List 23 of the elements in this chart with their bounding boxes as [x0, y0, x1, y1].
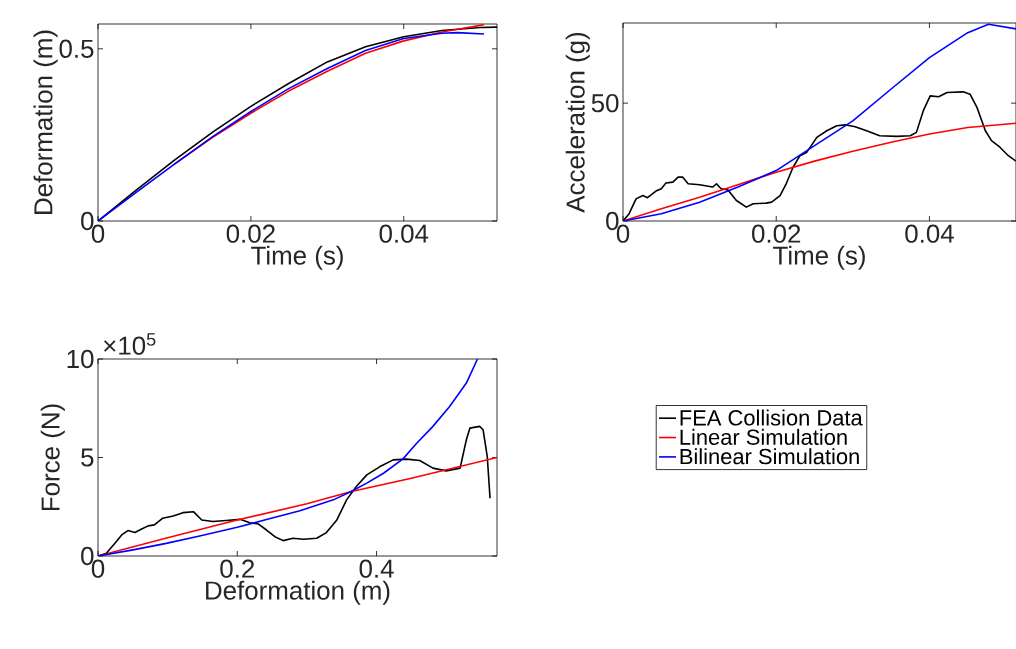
x-axis-title: Time (s) — [773, 245, 865, 270]
x-tick-label: 0.04 — [905, 224, 954, 243]
x-tick-label: 0.04 — [379, 224, 429, 243]
x-tick-label: 0.2 — [220, 559, 254, 578]
y-tick-label: 0.5 — [59, 39, 94, 58]
y-axis-title: Acceleration (g) — [565, 32, 590, 213]
text: ×10$^{5}$ — [103, 333, 156, 355]
x-tick-label: 0.02 — [752, 224, 801, 243]
x-tick-label: 0.02 — [226, 224, 275, 243]
y-axis-title: Force (N) — [40, 404, 65, 511]
line-series — [623, 122, 1016, 221]
x-axis-title: Deformation (m) — [206, 580, 390, 605]
x-tick-label: 0.4 — [359, 559, 394, 578]
y-tick-label: 10 — [67, 349, 94, 369]
legend-label: FEA Collision Data — [680, 409, 863, 426]
legend-label: Linear Simulation — [680, 428, 847, 445]
y-tick-label: 50 — [591, 93, 619, 113]
line-series — [623, 23, 1016, 221]
line-series — [98, 456, 497, 557]
y-axis-title: Deformation (m) — [33, 30, 58, 214]
y-tick-label: 5 — [81, 448, 94, 467]
legend-label: Bilinear Simulation — [680, 448, 859, 465]
x-axis-title: Time (s) — [251, 245, 343, 270]
